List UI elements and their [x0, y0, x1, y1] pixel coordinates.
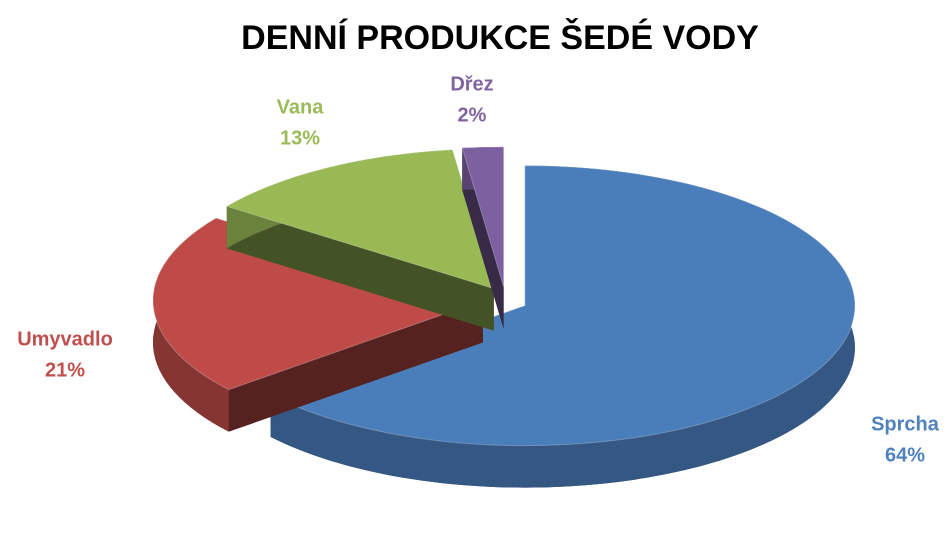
slice-side	[226, 206, 494, 331]
category-label: Vana	[277, 96, 325, 118]
value-label: 21%	[45, 359, 85, 381]
slice-side	[228, 300, 484, 432]
slice	[152, 217, 485, 432]
category-label: Sprcha	[871, 413, 940, 435]
category-label: Umyvadlo	[17, 328, 113, 350]
slice-wall	[270, 165, 855, 488]
value-label: 64%	[885, 444, 925, 466]
chart-title: DENNÍ PRODUKCE ŠEDÉ VODY	[241, 18, 759, 57]
slice-top	[225, 149, 495, 290]
value-label: 13%	[280, 127, 320, 149]
slice	[269, 165, 856, 488]
slice	[461, 146, 505, 329]
slice-top	[461, 146, 505, 287]
value-label: 2%	[458, 104, 487, 126]
slice	[225, 149, 495, 331]
slice-side	[462, 147, 504, 329]
category-label: Dřez	[450, 73, 493, 95]
slice-top	[269, 165, 856, 447]
slice-top	[152, 217, 485, 391]
